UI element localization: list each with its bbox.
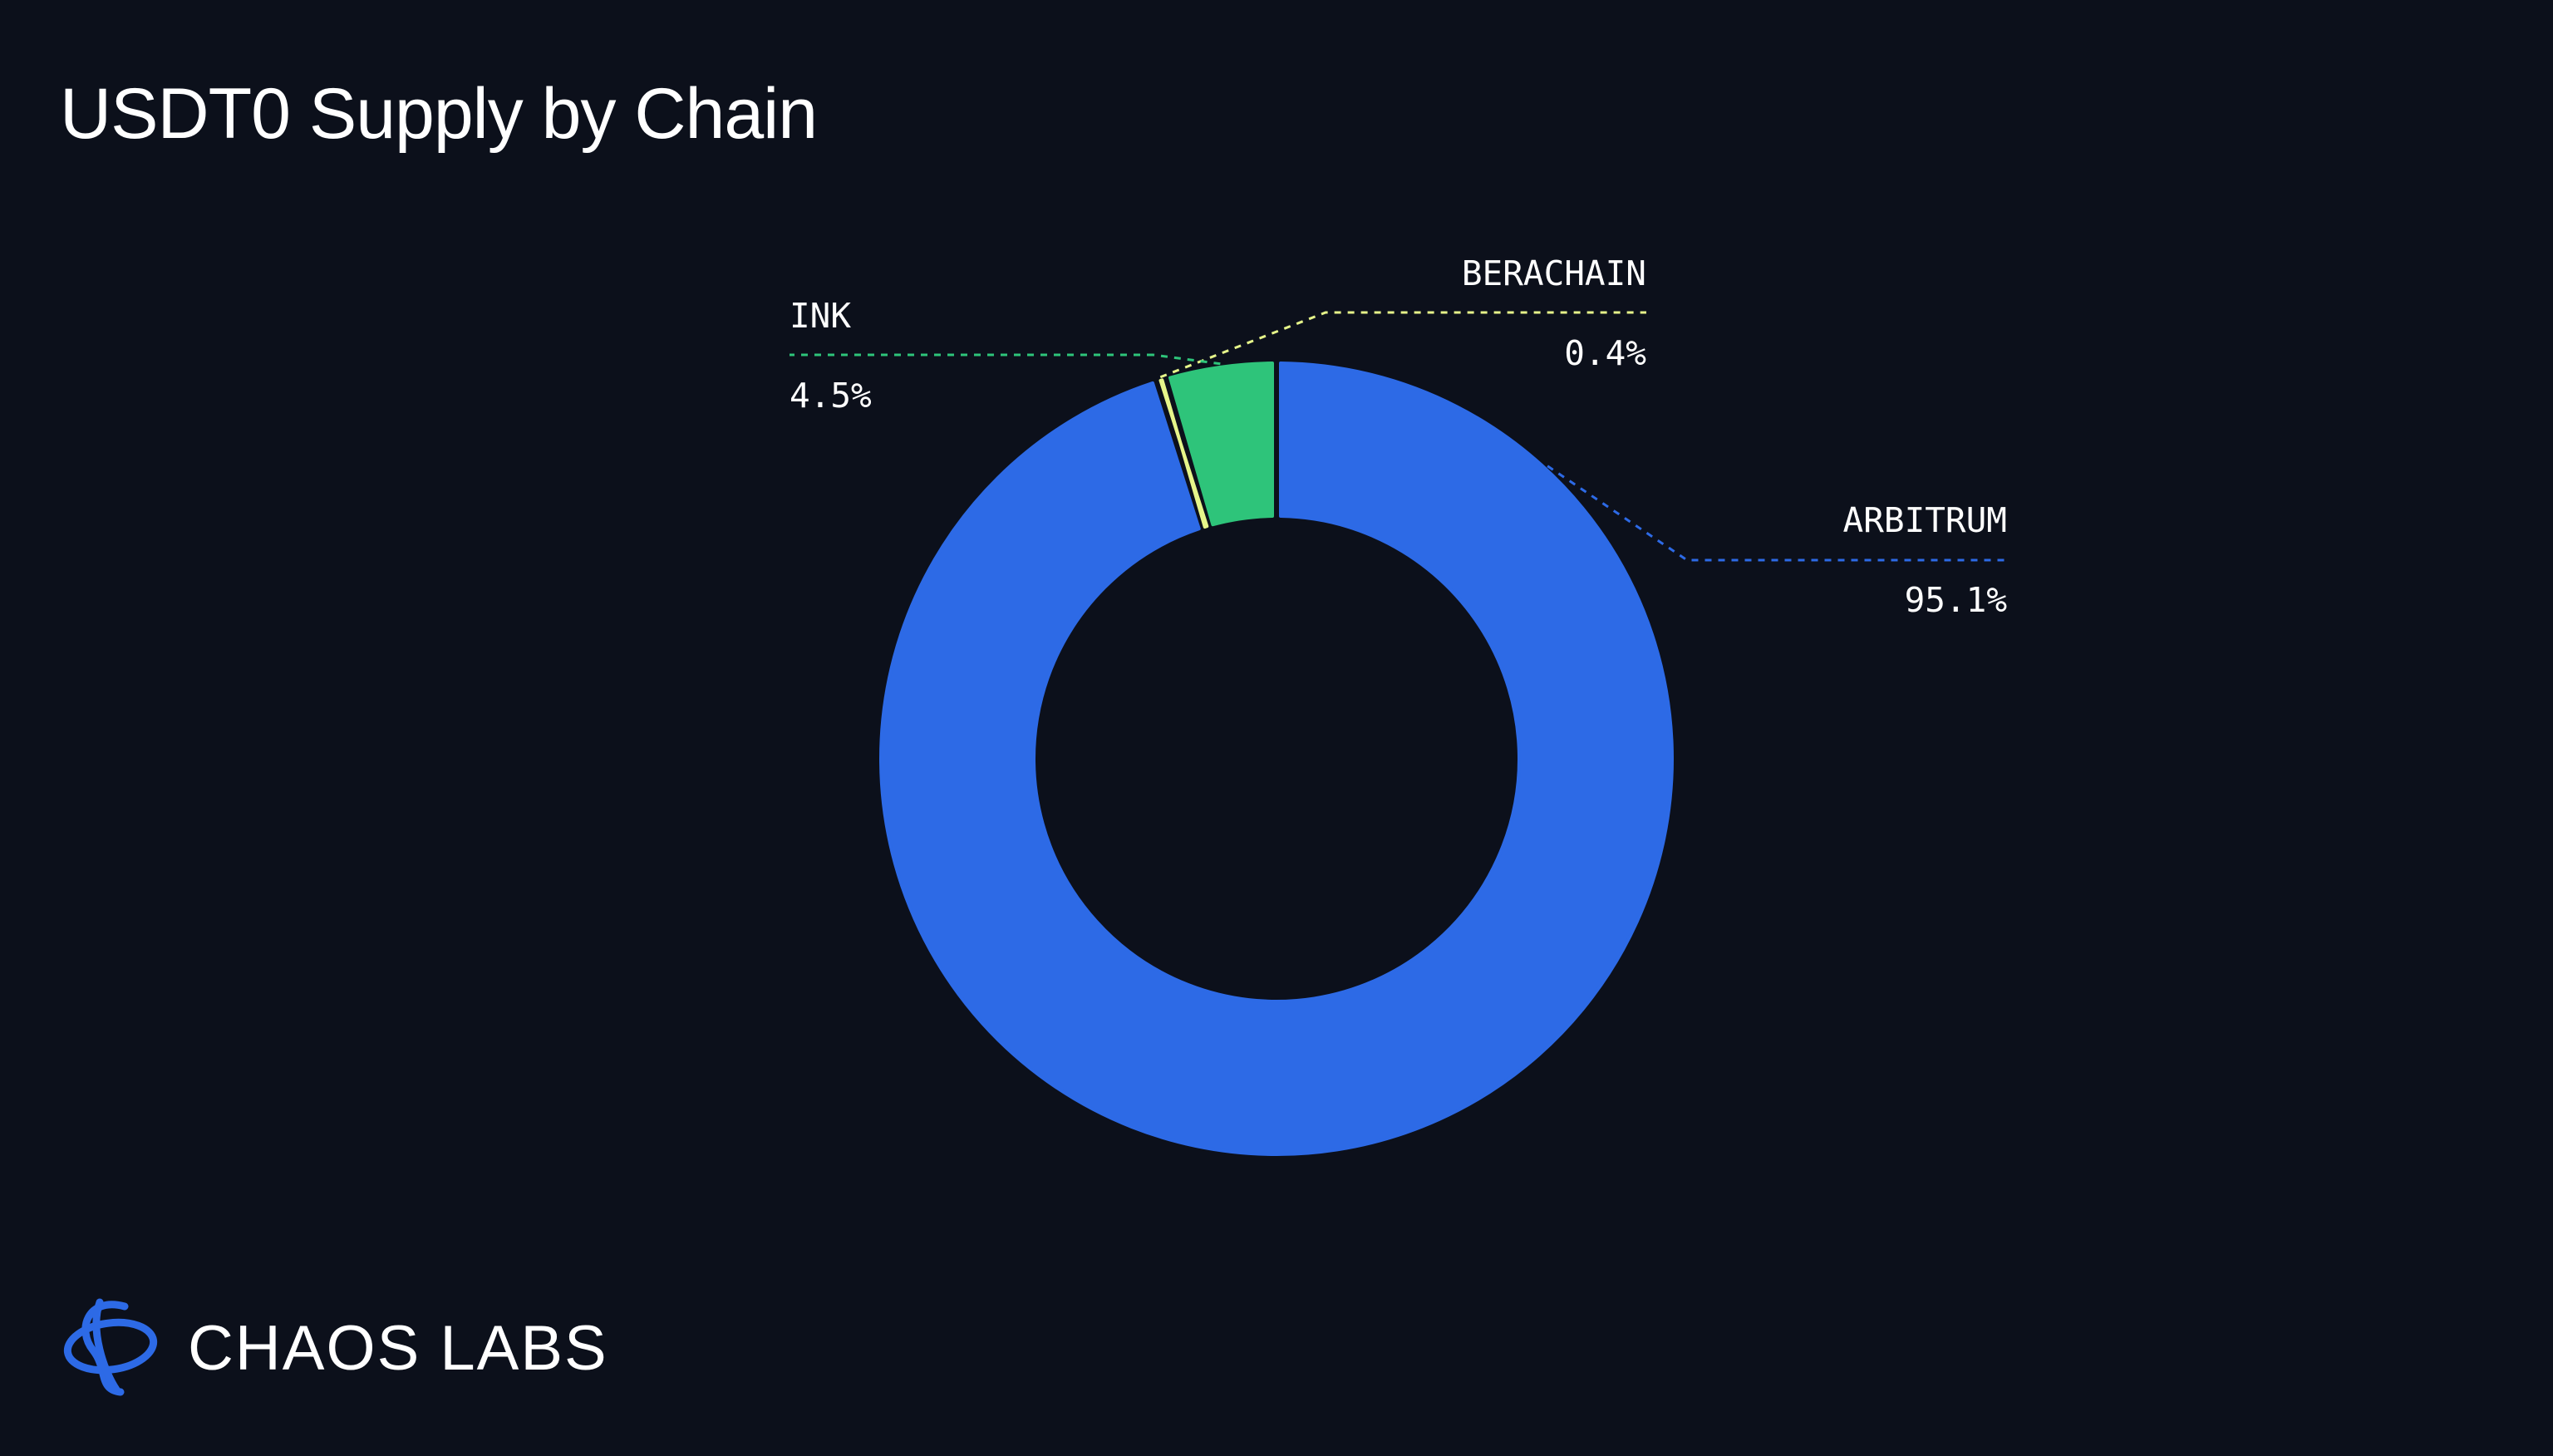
callout-line-berachain	[1159, 311, 1646, 379]
donut-slice-ink	[1168, 362, 1274, 527]
slice-value-ink: 4.5%	[790, 376, 872, 416]
chaos-labs-logo-icon	[63, 1298, 158, 1396]
donut-slices	[879, 362, 1674, 1156]
donut-slice-arbitrum	[879, 362, 1674, 1156]
brand-logo: CHAOS LABS	[63, 1298, 608, 1396]
slice-value-arbitrum: 95.1%	[1905, 580, 2008, 620]
slice-label-ink: INK	[790, 296, 851, 336]
slice-callouts: ARBITRUM 95.1% BERACHAIN 0.4% INK 4.5%	[790, 253, 2007, 620]
brand-name: CHAOS LABS	[188, 1313, 608, 1384]
chart-title: USDT0 Supply by Chain	[60, 74, 817, 154]
slice-label-arbitrum: ARBITRUM	[1843, 500, 2007, 540]
slice-label-berachain: BERACHAIN	[1462, 253, 1646, 293]
donut-slice-berachain	[1158, 378, 1209, 529]
callout-line-ink	[790, 353, 1221, 366]
callout-line-arbitrum	[1547, 465, 2007, 562]
slice-value-berachain: 0.4%	[1564, 333, 1646, 373]
